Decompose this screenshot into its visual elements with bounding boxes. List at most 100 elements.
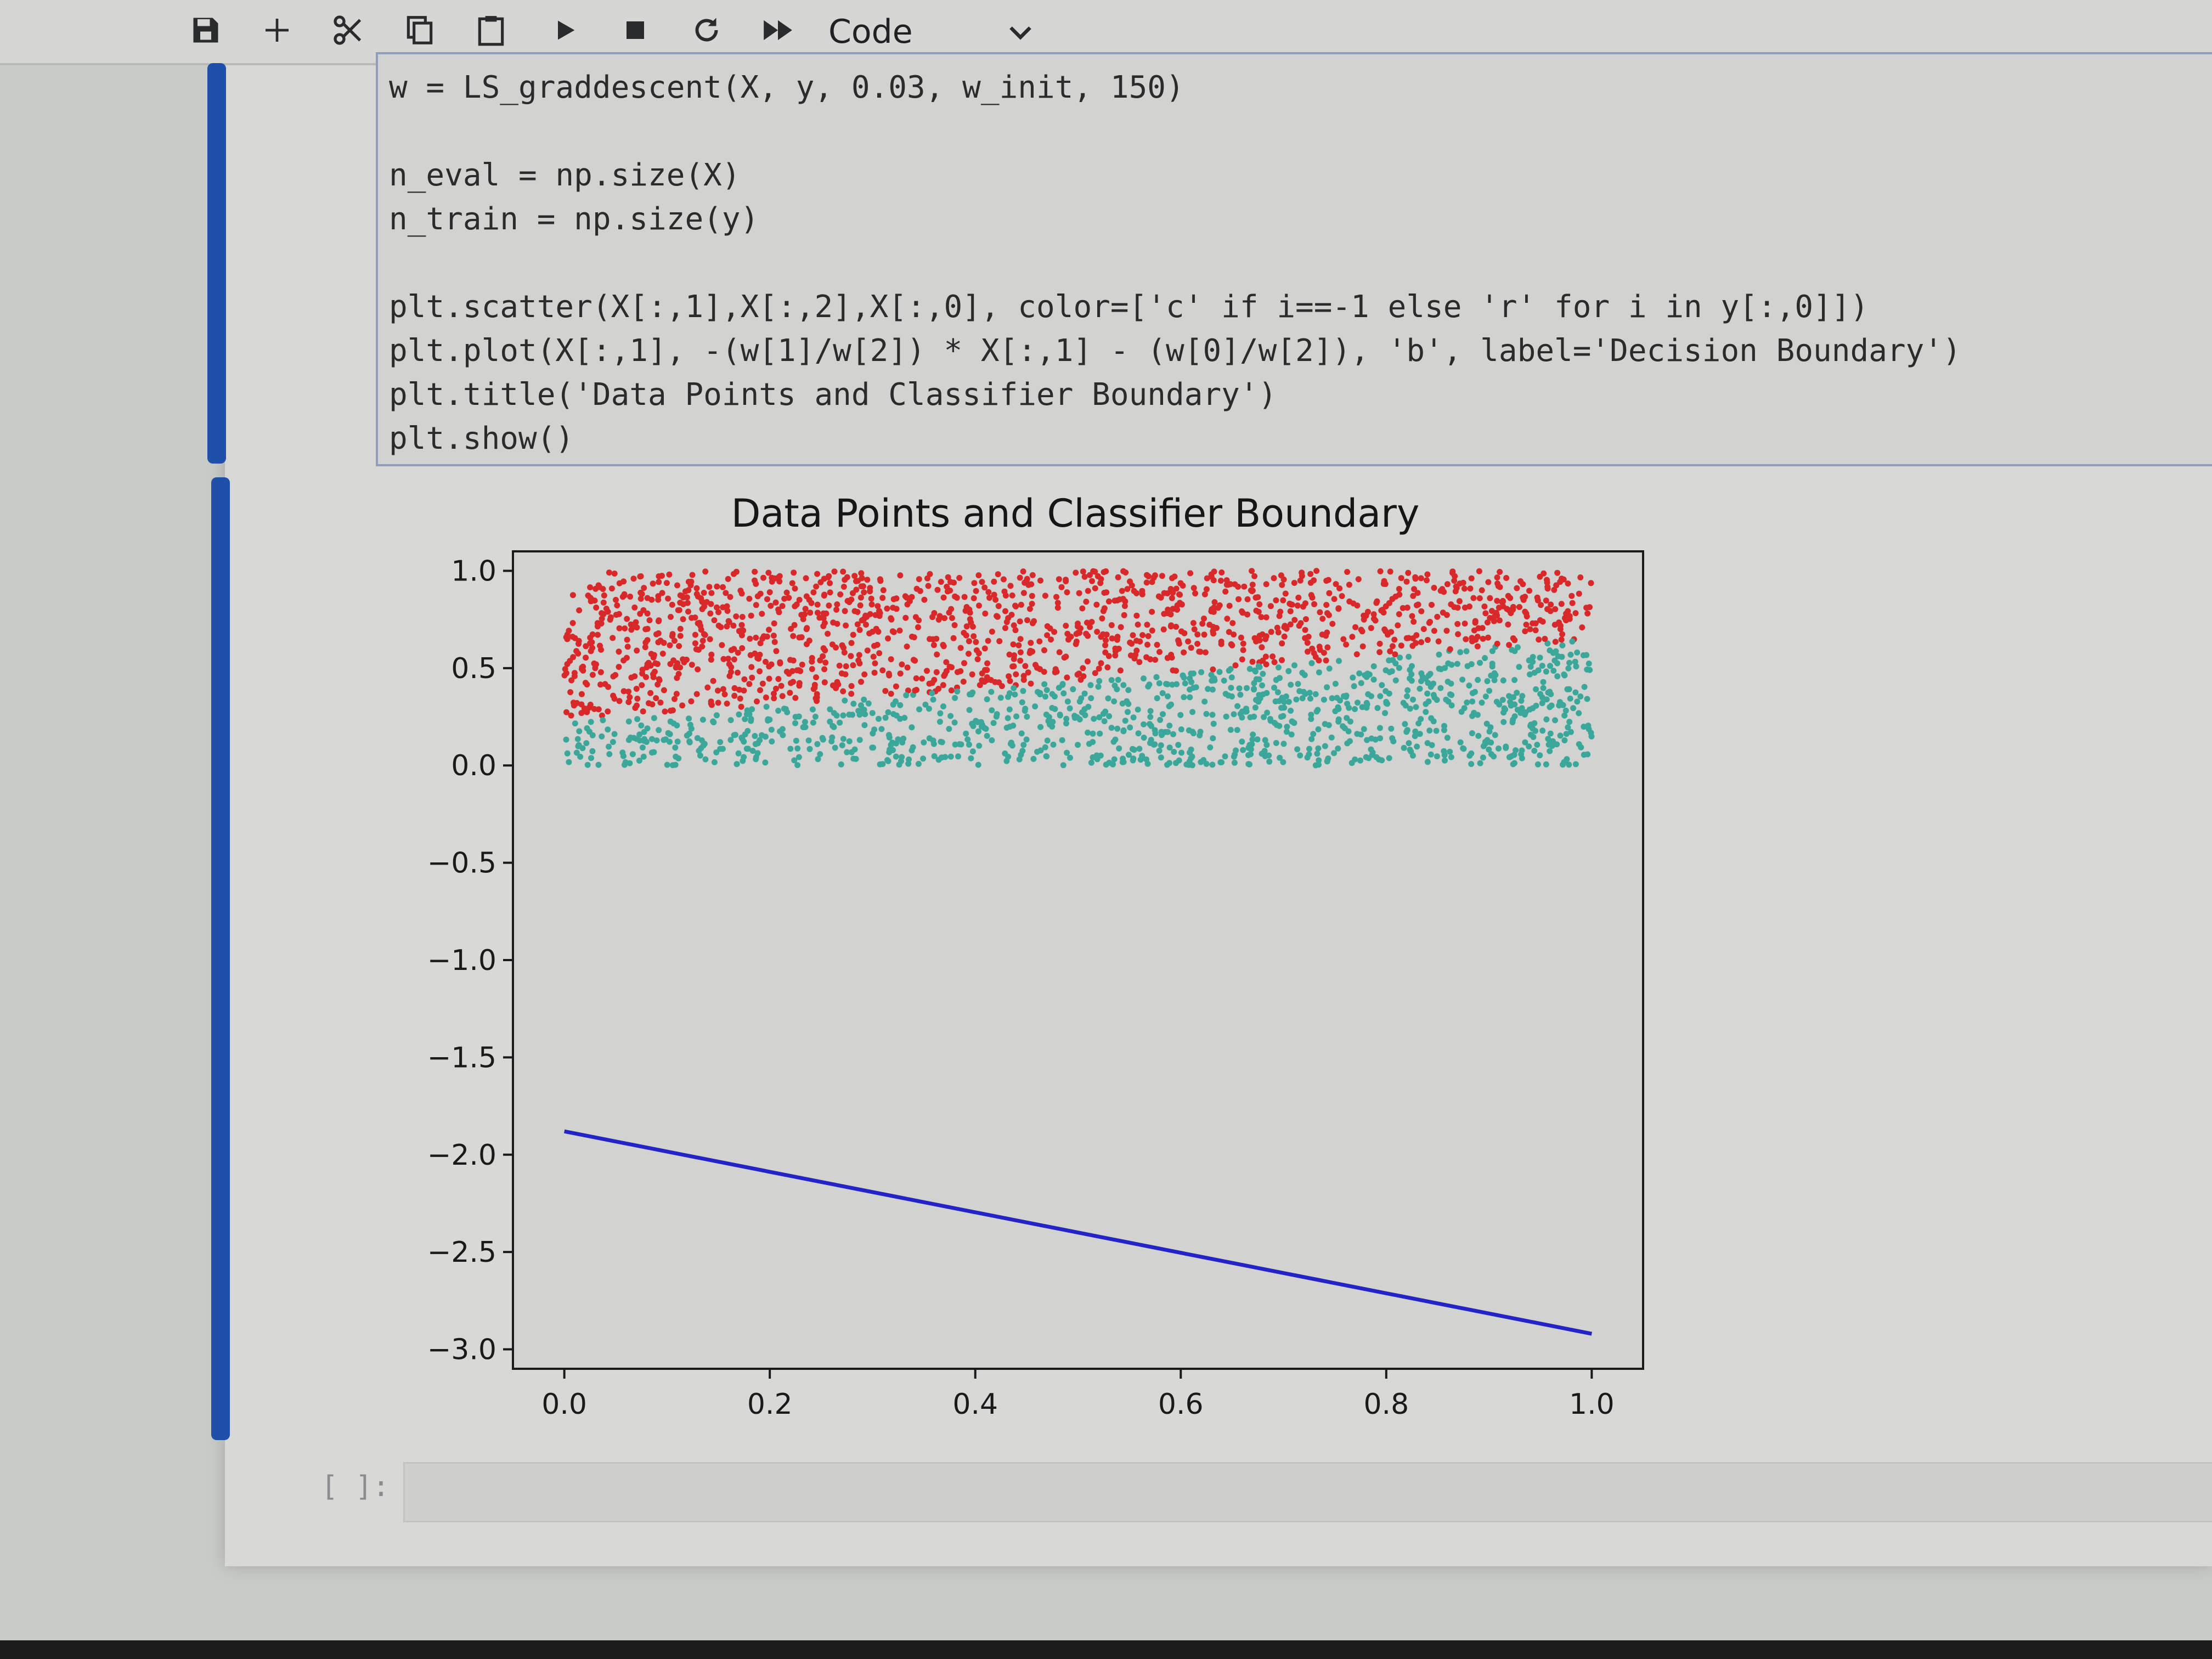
red-point: [1017, 649, 1024, 656]
red-point: [1279, 640, 1285, 647]
cyan-point: [815, 756, 821, 763]
cyan-point: [970, 723, 977, 729]
red-point: [787, 690, 793, 696]
cell-type-select[interactable]: Code: [828, 10, 1037, 54]
red-point: [1543, 597, 1549, 604]
red-point: [688, 698, 695, 704]
cyan-point: [1203, 710, 1210, 717]
cyan-point: [1442, 757, 1448, 764]
red-point: [1484, 619, 1491, 626]
red-point: [1572, 610, 1579, 617]
cyan-point: [1426, 727, 1433, 734]
red-point: [919, 675, 926, 682]
red-point: [1211, 599, 1218, 606]
red-point: [857, 594, 864, 601]
code-editor[interactable]: w = LS_graddescent(X, y, 0.03, w_init, 1…: [376, 52, 2212, 466]
cyan-point: [1518, 751, 1525, 758]
run-button[interactable]: [538, 5, 592, 55]
cyan-point: [1156, 747, 1163, 754]
stop-button[interactable]: [608, 5, 663, 55]
save-button[interactable]: [178, 5, 233, 55]
cyan-point: [952, 741, 958, 748]
output-collapser[interactable]: [211, 477, 230, 1440]
insert-cell-button[interactable]: [250, 5, 304, 55]
cyan-point: [1088, 695, 1094, 702]
red-point: [788, 625, 794, 632]
cyan-point: [1263, 742, 1270, 748]
cut-button[interactable]: [321, 5, 376, 55]
cyan-point: [838, 761, 844, 768]
red-point: [704, 684, 711, 691]
red-point: [631, 604, 638, 611]
cyan-point: [1308, 660, 1315, 667]
cyan-point: [1537, 752, 1543, 759]
cyan-point: [1424, 759, 1431, 765]
cyan-point: [1489, 648, 1496, 654]
cyan-point: [1576, 741, 1582, 747]
red-point: [1175, 638, 1182, 645]
cyan-point: [1177, 712, 1184, 718]
cyan-point: [1376, 725, 1383, 731]
red-point: [1329, 620, 1336, 627]
red-point: [1128, 582, 1135, 589]
red-point: [769, 574, 775, 581]
red-point: [1392, 651, 1398, 658]
red-point: [840, 584, 847, 590]
red-point: [644, 625, 651, 632]
red-point: [569, 634, 576, 640]
cyan-point: [947, 753, 954, 760]
input-collapser[interactable]: [207, 63, 226, 464]
red-point: [1139, 632, 1146, 639]
red-point: [1226, 602, 1233, 609]
cyan-point: [1091, 715, 1097, 722]
red-point: [737, 695, 743, 702]
cell-output: Data Points and Classifier Boundary 0.0 0…: [379, 477, 1695, 1443]
red-point: [873, 625, 879, 632]
red-point: [714, 604, 720, 611]
cyan-point: [753, 756, 759, 763]
cyan-point: [584, 761, 591, 768]
red-point: [984, 674, 990, 680]
red-point: [1248, 587, 1254, 594]
code-line: plt.title('Data Points and Classifier Bo…: [389, 377, 1277, 413]
red-point: [719, 642, 725, 648]
cyan-point: [595, 761, 602, 768]
red-point: [569, 620, 576, 627]
copy-button[interactable]: [392, 5, 447, 55]
red-point: [656, 677, 663, 684]
red-point: [1061, 654, 1068, 661]
cyan-point: [910, 744, 916, 751]
red-point: [1552, 639, 1559, 645]
red-point: [1083, 599, 1090, 605]
red-point: [1263, 581, 1269, 588]
red-point: [1273, 597, 1279, 603]
red-point: [1081, 573, 1088, 580]
red-point: [1302, 627, 1308, 633]
red-point: [995, 571, 1001, 578]
red-point: [1085, 658, 1091, 665]
cyan-point: [1386, 690, 1392, 697]
restart-button[interactable]: [679, 5, 734, 55]
red-point: [1303, 616, 1309, 623]
empty-code-editor[interactable]: [403, 1462, 2212, 1522]
cyan-point: [1482, 655, 1488, 661]
red-point: [1286, 600, 1293, 607]
red-point: [977, 682, 983, 689]
paste-button[interactable]: [464, 5, 518, 55]
red-point: [1268, 629, 1274, 635]
red-point: [1185, 638, 1192, 645]
red-point: [1544, 579, 1550, 586]
red-point: [1325, 612, 1332, 618]
red-point: [1299, 573, 1305, 579]
red-point: [1386, 600, 1392, 606]
red-point: [840, 688, 847, 695]
red-point: [1500, 603, 1506, 610]
cyan-point: [1545, 689, 1551, 696]
cyan-point: [990, 720, 997, 726]
cyan-point: [1228, 685, 1234, 691]
red-point: [979, 579, 985, 585]
red-point: [864, 577, 871, 583]
cyan-point: [1555, 653, 1561, 659]
run-all-button[interactable]: [751, 5, 805, 55]
cyan-point: [744, 711, 750, 718]
